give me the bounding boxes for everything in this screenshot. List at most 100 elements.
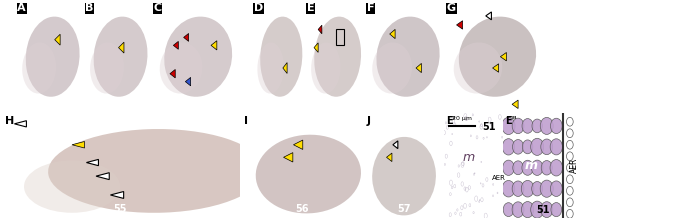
Polygon shape — [184, 34, 188, 41]
Polygon shape — [386, 153, 392, 162]
Text: AER: AER — [492, 175, 506, 181]
Circle shape — [513, 140, 524, 154]
Polygon shape — [284, 153, 293, 162]
Polygon shape — [500, 53, 507, 61]
Text: 56: 56 — [295, 204, 309, 214]
Circle shape — [513, 161, 524, 175]
Text: 55: 55 — [114, 204, 126, 214]
Circle shape — [522, 119, 533, 133]
Polygon shape — [110, 192, 124, 198]
Ellipse shape — [48, 129, 264, 213]
Circle shape — [550, 160, 562, 176]
Text: Hindlimbs: Hindlimbs — [240, 31, 249, 82]
Circle shape — [550, 139, 562, 155]
Ellipse shape — [311, 43, 341, 94]
Polygon shape — [456, 21, 462, 29]
Polygon shape — [173, 41, 178, 49]
Text: 52: 52 — [110, 99, 124, 109]
Text: 54: 54 — [486, 99, 499, 109]
Ellipse shape — [26, 17, 80, 97]
Ellipse shape — [164, 17, 232, 97]
Text: Forelimbs: Forelimbs — [3, 32, 12, 82]
Circle shape — [566, 117, 573, 126]
Bar — [336, 29, 343, 45]
Ellipse shape — [90, 43, 124, 94]
Text: E": E" — [505, 116, 517, 126]
Circle shape — [512, 181, 524, 196]
Polygon shape — [416, 63, 422, 73]
Ellipse shape — [314, 17, 361, 97]
Circle shape — [530, 138, 544, 155]
Polygon shape — [86, 159, 99, 166]
Text: E': E' — [445, 116, 455, 126]
Text: E: E — [307, 3, 315, 13]
Circle shape — [522, 202, 534, 218]
Circle shape — [566, 175, 573, 184]
Circle shape — [566, 186, 573, 195]
Circle shape — [550, 118, 562, 134]
Polygon shape — [294, 140, 303, 150]
Ellipse shape — [94, 17, 148, 97]
Circle shape — [551, 203, 562, 217]
Ellipse shape — [377, 17, 440, 97]
Text: 57: 57 — [397, 204, 411, 214]
Polygon shape — [14, 121, 27, 127]
Polygon shape — [54, 34, 60, 45]
Text: 50: 50 — [272, 99, 286, 109]
Circle shape — [541, 160, 552, 175]
Circle shape — [566, 198, 573, 207]
Polygon shape — [390, 29, 395, 39]
Ellipse shape — [454, 43, 503, 94]
Text: m: m — [462, 151, 475, 164]
Polygon shape — [96, 173, 109, 180]
Circle shape — [532, 182, 543, 196]
Text: 53: 53 — [397, 99, 411, 109]
Circle shape — [566, 209, 573, 218]
Circle shape — [503, 139, 515, 155]
Circle shape — [540, 180, 554, 197]
Text: A: A — [18, 3, 26, 13]
Ellipse shape — [258, 43, 284, 94]
Circle shape — [531, 160, 543, 175]
Ellipse shape — [372, 137, 436, 215]
Polygon shape — [512, 100, 518, 109]
Text: H: H — [5, 116, 14, 126]
Circle shape — [503, 160, 514, 175]
Ellipse shape — [24, 160, 120, 213]
Circle shape — [541, 139, 553, 155]
Text: AER: AER — [570, 158, 579, 173]
Text: F: F — [367, 3, 374, 13]
Text: B: B — [85, 3, 94, 13]
Polygon shape — [72, 141, 84, 148]
Text: I: I — [244, 116, 248, 126]
Circle shape — [566, 140, 573, 149]
Polygon shape — [186, 77, 190, 86]
Circle shape — [522, 180, 534, 197]
Polygon shape — [393, 141, 398, 149]
Circle shape — [503, 181, 515, 197]
Ellipse shape — [372, 43, 412, 94]
Circle shape — [550, 181, 562, 196]
Circle shape — [522, 140, 533, 154]
Circle shape — [512, 118, 524, 134]
Text: G: G — [447, 3, 456, 13]
Circle shape — [566, 129, 573, 138]
Ellipse shape — [260, 17, 303, 97]
Text: 53: 53 — [187, 99, 201, 109]
Ellipse shape — [22, 43, 56, 94]
Polygon shape — [486, 12, 492, 20]
Circle shape — [512, 202, 524, 217]
Text: D: D — [254, 3, 263, 13]
Text: C: C — [154, 3, 162, 13]
Text: J: J — [367, 116, 371, 126]
Polygon shape — [170, 70, 175, 78]
Text: 51: 51 — [482, 122, 496, 132]
Polygon shape — [283, 63, 287, 73]
Ellipse shape — [256, 135, 361, 213]
Polygon shape — [318, 25, 322, 34]
Polygon shape — [118, 42, 124, 53]
Text: 51: 51 — [328, 99, 341, 109]
Circle shape — [522, 160, 533, 175]
Text: 51: 51 — [536, 205, 549, 215]
Text: 20 μm: 20 μm — [452, 116, 472, 121]
